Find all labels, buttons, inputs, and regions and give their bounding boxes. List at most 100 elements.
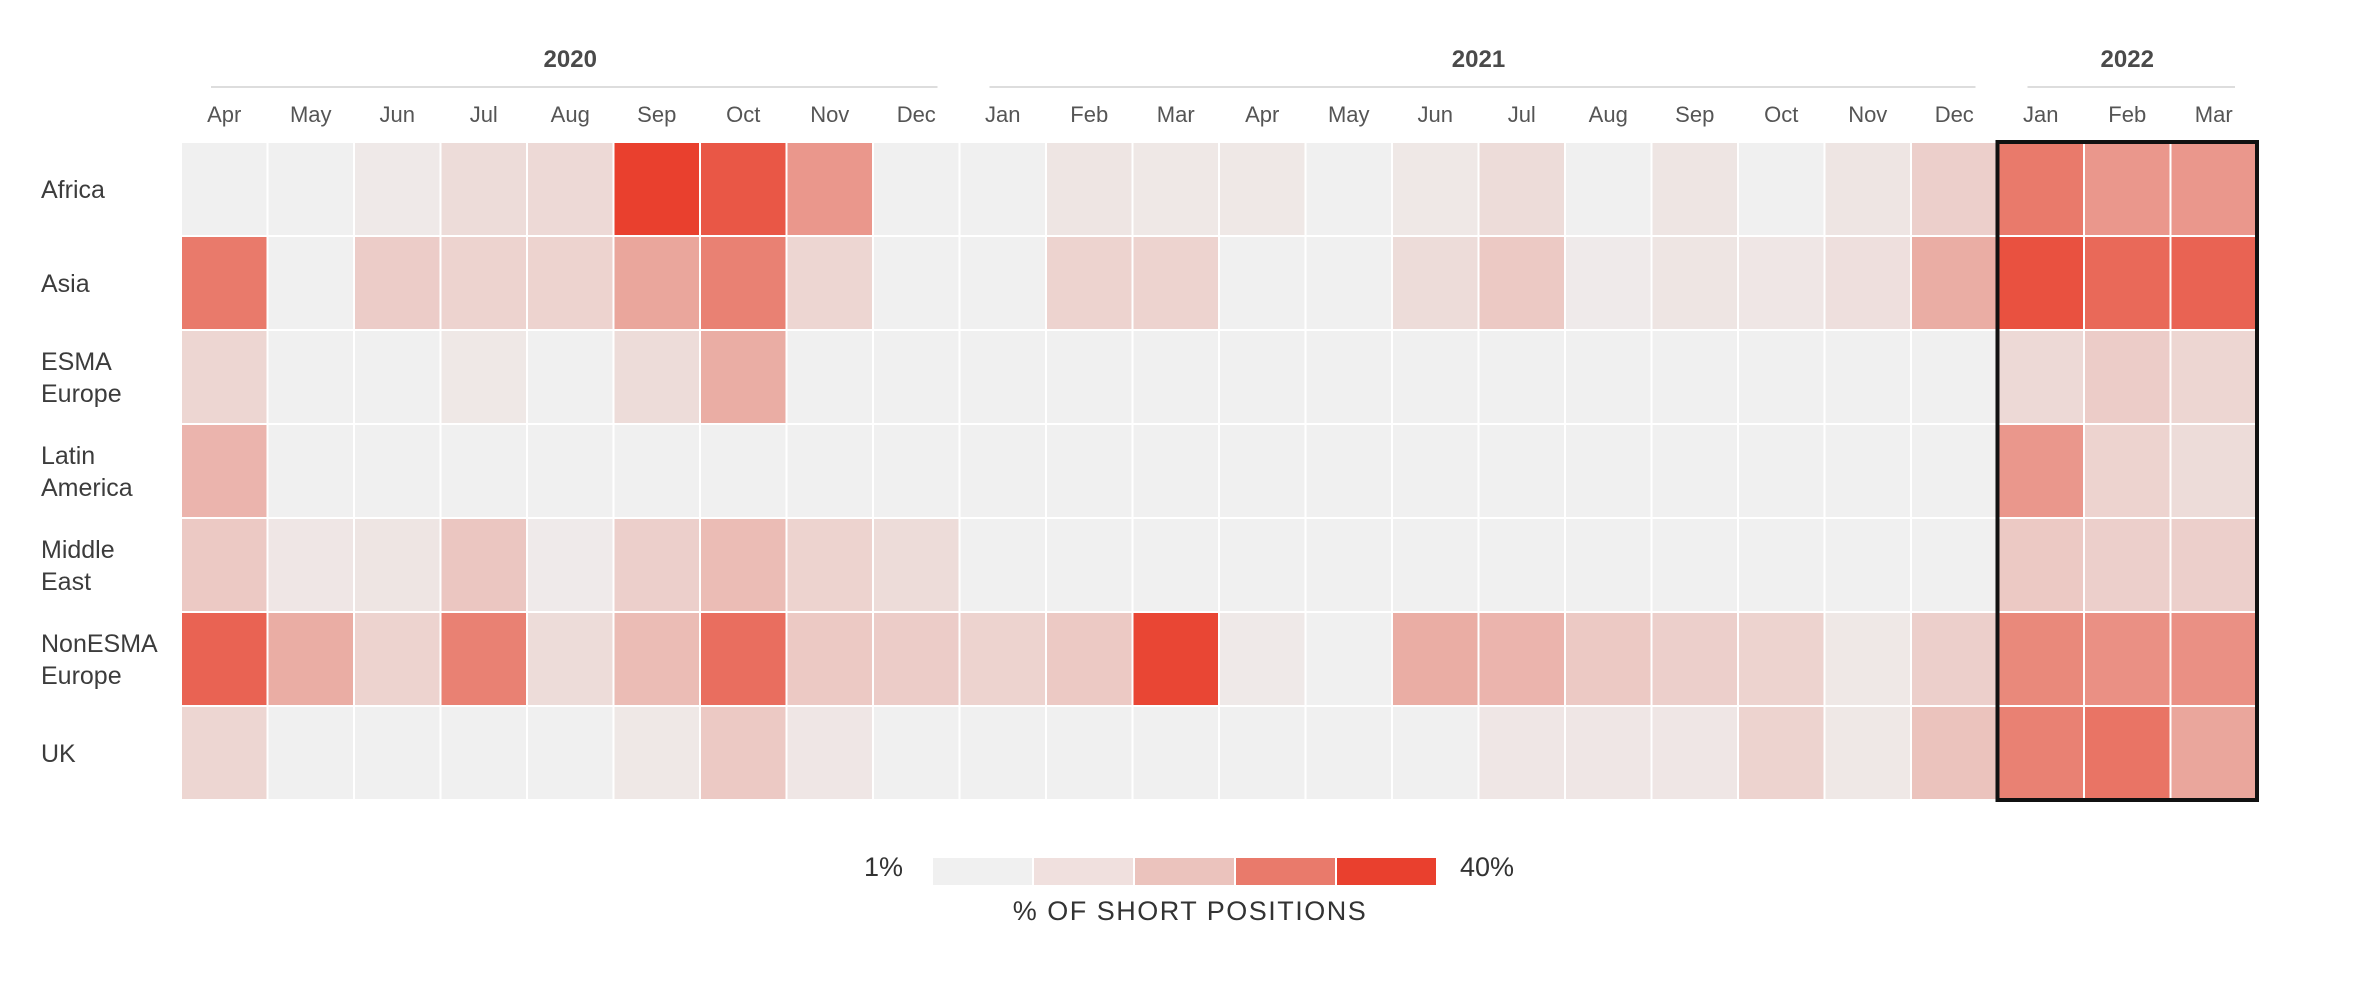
heatmap-cell xyxy=(266,235,355,331)
heatmap-cell xyxy=(785,329,874,425)
heatmap-cell xyxy=(1650,517,1739,613)
heatmap-cell xyxy=(612,705,701,801)
heatmap-cell xyxy=(526,423,615,519)
heatmap-cell xyxy=(1391,141,1480,237)
heatmap-cell xyxy=(180,329,269,425)
month-label: Apr xyxy=(207,102,241,127)
heatmap-cell xyxy=(1737,611,1826,707)
heatmap-cell xyxy=(1996,235,2085,331)
heatmap-cell xyxy=(872,611,961,707)
heatmap-cell xyxy=(1391,329,1480,425)
heatmap-cell xyxy=(958,611,1047,707)
heatmap-cell xyxy=(958,705,1047,801)
heatmap-cell xyxy=(1564,423,1653,519)
heatmap-cell xyxy=(1910,329,1999,425)
month-label: Jul xyxy=(1508,102,1536,127)
heatmap-cell xyxy=(1823,517,1912,613)
heatmap-cell xyxy=(1218,329,1307,425)
heatmap-cell xyxy=(439,141,528,237)
heatmap-cell xyxy=(1131,423,1220,519)
heatmap-cell xyxy=(439,611,528,707)
heatmap-cell xyxy=(1304,235,1393,331)
month-label: Sep xyxy=(637,102,676,127)
month-label: Mar xyxy=(2195,102,2233,127)
heatmap-cell xyxy=(353,141,442,237)
heatmap-cell xyxy=(1304,705,1393,801)
heatmap-cell xyxy=(1045,329,1134,425)
heatmap-cell xyxy=(1650,329,1739,425)
heatmap-cell xyxy=(699,705,788,801)
heatmap-cell xyxy=(958,517,1047,613)
heatmap-cell xyxy=(1131,141,1220,237)
month-label: Feb xyxy=(2108,102,2146,127)
heatmap-cell xyxy=(439,329,528,425)
heatmap-cell xyxy=(785,705,874,801)
heatmap-cell xyxy=(1477,235,1566,331)
heatmap-cell xyxy=(1823,329,1912,425)
heatmap-cell xyxy=(266,705,355,801)
heatmap-cell xyxy=(1564,329,1653,425)
row-label: Latin xyxy=(41,442,95,470)
heatmap-cell xyxy=(2169,141,2258,237)
heatmap-cell xyxy=(2083,329,2172,425)
heatmap-cell xyxy=(2169,705,2258,801)
heatmap-cell xyxy=(785,235,874,331)
row-label: Africa xyxy=(41,176,105,204)
row-label: Asia xyxy=(41,270,90,298)
month-label: Jun xyxy=(1418,102,1453,127)
heatmap-cell xyxy=(1391,423,1480,519)
heatmap-cell xyxy=(1564,705,1653,801)
heatmap-cell xyxy=(1131,705,1220,801)
heatmap-cell xyxy=(353,517,442,613)
heatmap-cell xyxy=(1823,423,1912,519)
heatmap-cell xyxy=(266,611,355,707)
heatmap-cell xyxy=(1477,517,1566,613)
month-label: May xyxy=(290,102,332,127)
heatmap-cell xyxy=(1996,329,2085,425)
legend-swatches xyxy=(933,858,1436,885)
heatmap-cell xyxy=(872,705,961,801)
heatmap-cell xyxy=(1737,235,1826,331)
heatmap-cell xyxy=(266,423,355,519)
heatmap-cell xyxy=(1131,517,1220,613)
month-label: Nov xyxy=(1848,102,1887,127)
heatmap-cell xyxy=(1477,611,1566,707)
heatmap-cell xyxy=(1996,517,2085,613)
heatmap-cell xyxy=(699,329,788,425)
month-label: Jul xyxy=(470,102,498,127)
row-label: America xyxy=(41,474,133,502)
row-label: East xyxy=(41,568,91,596)
heatmap-cell xyxy=(1304,611,1393,707)
month-label: Jun xyxy=(380,102,415,127)
heatmap-cell xyxy=(439,517,528,613)
heatmap-cell xyxy=(1218,517,1307,613)
month-label: Aug xyxy=(551,102,590,127)
heatmap-cell xyxy=(1304,423,1393,519)
heatmap-cell xyxy=(1823,141,1912,237)
heatmap-cell xyxy=(2169,235,2258,331)
heatmap-cell xyxy=(872,423,961,519)
heatmap-cell xyxy=(699,235,788,331)
heatmap-cell xyxy=(612,611,701,707)
heatmap-cell xyxy=(2169,517,2258,613)
month-header-layer: Apr May Jun Jul Aug Sep Oct Nov Dec Jan Feb Mar Apr M… xyxy=(207,102,2233,127)
heatmap-cell xyxy=(1910,423,1999,519)
heatmap-cell xyxy=(353,611,442,707)
heatmap-cell xyxy=(1564,611,1653,707)
legend-swatch xyxy=(1337,858,1436,885)
heatmap-cell xyxy=(1910,517,1999,613)
heatmap-cell xyxy=(353,329,442,425)
month-label: Jan xyxy=(985,102,1020,127)
year-label-2022: 2022 xyxy=(2101,46,2154,73)
heatmap-cell xyxy=(1304,329,1393,425)
heatmap-cell xyxy=(1391,611,1480,707)
row-label: Europe xyxy=(41,662,122,690)
heatmap-cell xyxy=(1996,423,2085,519)
heatmap-cell xyxy=(699,141,788,237)
highlight-box xyxy=(1995,140,2259,802)
heatmap-cell xyxy=(612,329,701,425)
row-label: Europe xyxy=(41,380,122,408)
heatmap-cell xyxy=(353,705,442,801)
heatmap-cell xyxy=(526,235,615,331)
